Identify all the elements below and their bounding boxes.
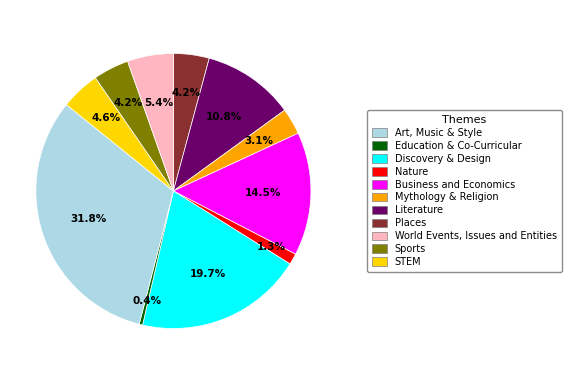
Text: 10.8%: 10.8% [206,112,242,122]
Wedge shape [143,191,290,329]
Text: 4.2%: 4.2% [172,88,201,98]
Wedge shape [173,58,284,191]
Text: 19.7%: 19.7% [190,269,226,278]
Wedge shape [173,191,295,264]
Wedge shape [139,191,173,325]
Wedge shape [36,105,173,324]
Text: 3.1%: 3.1% [244,136,273,146]
Wedge shape [66,78,173,191]
Wedge shape [173,53,209,191]
Legend: Art, Music & Style, Education & Co-Curricular, Discovery & Design, Nature, Busin: Art, Music & Style, Education & Co-Curri… [368,110,562,272]
Wedge shape [173,133,311,254]
Text: 31.8%: 31.8% [71,214,107,224]
Wedge shape [173,110,298,191]
Text: 14.5%: 14.5% [244,188,281,198]
Wedge shape [95,62,173,191]
Text: 4.6%: 4.6% [91,113,121,123]
Text: 1.3%: 1.3% [257,242,286,252]
Text: 5.4%: 5.4% [144,98,173,108]
Wedge shape [128,53,173,191]
Text: 0.4%: 0.4% [132,296,161,306]
Text: 4.2%: 4.2% [114,98,143,108]
